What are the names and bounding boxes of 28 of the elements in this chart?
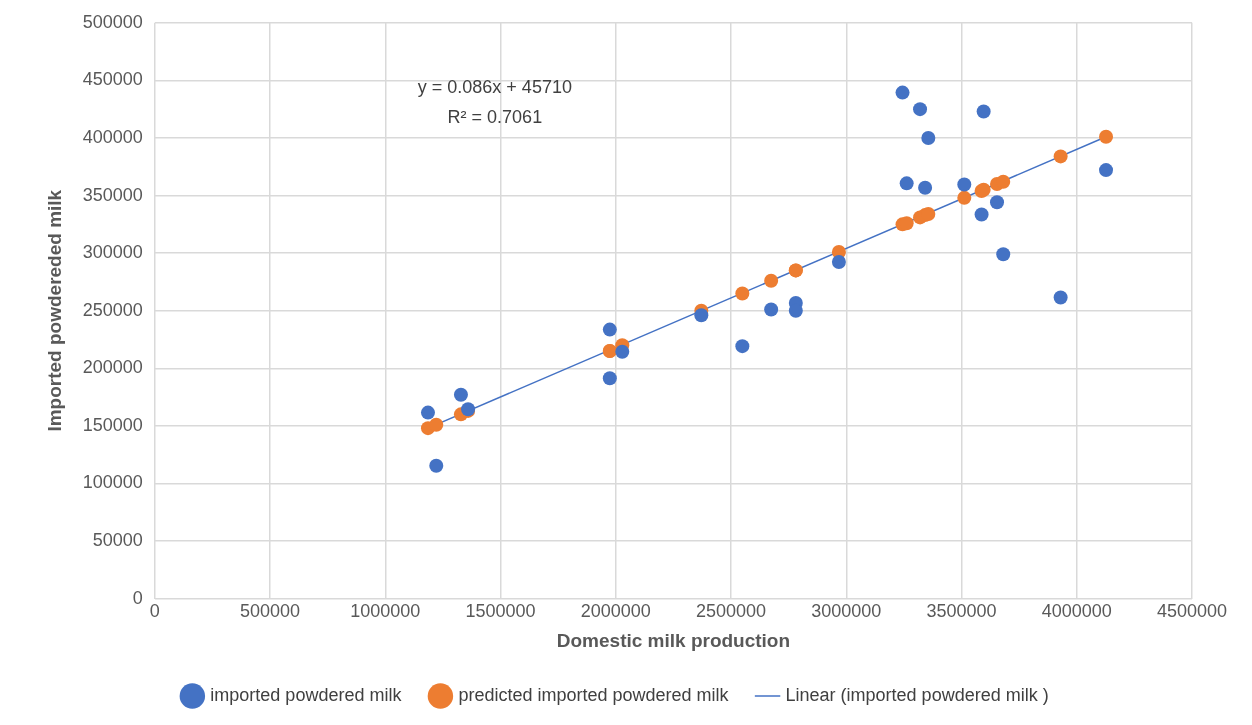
y-tick-label: 450000 — [82, 69, 143, 90]
x-axis-title: Domestic milk production — [556, 629, 791, 651]
x-tick-label: 2000000 — [580, 601, 651, 622]
x-tick-label: 0 — [149, 601, 160, 622]
legend-label: predicted imported powdered milk — [458, 684, 730, 705]
legend-label: imported powdered milk — [210, 684, 403, 705]
x-tick-label: 4000000 — [1041, 601, 1112, 622]
x-tick-label: 500000 — [240, 601, 301, 622]
y-tick-label: 50000 — [92, 529, 143, 550]
x-tick-label: 3000000 — [811, 601, 882, 622]
y-tick-label: 400000 — [82, 126, 143, 147]
annotation: R² = 0.7061 — [447, 106, 543, 127]
annotation: y = 0.086x + 45710 — [417, 76, 572, 97]
y-tick-label: 150000 — [82, 414, 143, 435]
legend-label: Linear (imported powdered milk ) — [785, 684, 1049, 705]
x-tick-label: 4500000 — [1156, 601, 1228, 622]
x-tick-label: 2500000 — [696, 601, 767, 622]
y-tick-label: 500000 — [82, 11, 143, 32]
y-tick-label: 300000 — [82, 242, 143, 263]
x-tick-label: 1500000 — [465, 601, 536, 622]
y-axis-title: Imported powdereded milk — [43, 189, 65, 432]
x-tick-label: 3500000 — [926, 601, 997, 622]
y-tick-label: 100000 — [82, 472, 143, 493]
y-tick-label: 250000 — [82, 299, 143, 320]
x-tick-label: 1000000 — [350, 601, 421, 622]
y-tick-label: 350000 — [82, 184, 143, 205]
y-tick-label: 0 — [132, 587, 143, 608]
y-tick-label: 200000 — [82, 357, 143, 378]
